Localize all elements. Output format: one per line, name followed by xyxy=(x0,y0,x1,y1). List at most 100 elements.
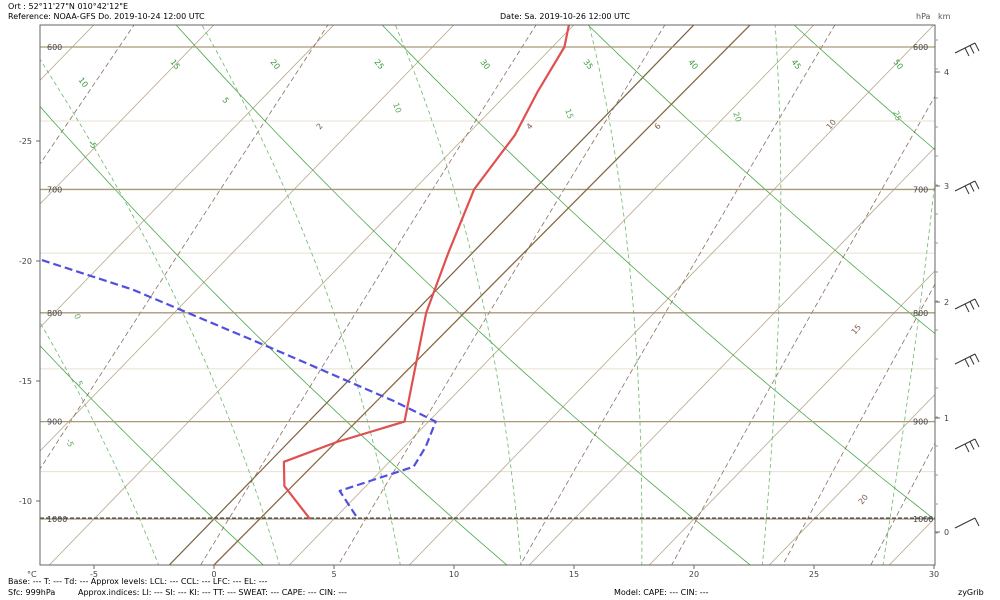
saturated-adiabat-label: 15 xyxy=(563,108,575,121)
x-tick-label: 0 xyxy=(211,570,216,579)
isotherm-line xyxy=(168,25,695,565)
isotherm-line xyxy=(40,25,215,205)
pressure-label-left: 600 xyxy=(47,43,62,52)
mixing-ratio-line xyxy=(200,25,537,565)
wind-barb-feather xyxy=(974,438,980,448)
location-label: Ort : 52°11'27"N 010°42'12"E xyxy=(8,2,129,11)
saturated-adiabat xyxy=(762,25,782,565)
wind-barb-icon xyxy=(954,353,980,368)
dry-adiabat xyxy=(793,25,935,151)
dry-adiabat xyxy=(587,25,935,335)
mixing-ratio-label: 2 xyxy=(315,122,325,132)
isotherm-label: 5 xyxy=(220,96,230,106)
isotherm-line xyxy=(408,25,935,565)
dry-adiabat xyxy=(175,25,751,565)
pressure-label-right: 600 xyxy=(913,43,928,52)
saturated-adiabat xyxy=(0,0,42,573)
brand-label: zyGrib xyxy=(958,588,984,597)
mixing-ratio-label: 15 xyxy=(850,323,863,337)
saturated-adiabat xyxy=(394,25,522,565)
dry-adiabat-label: 25 xyxy=(372,58,385,72)
dry-adiabat-label: 10 xyxy=(76,76,89,90)
wind-barb-feather xyxy=(964,303,970,313)
mixing-ratio-line xyxy=(40,25,135,165)
isotherm-line xyxy=(648,270,935,565)
saturated-adiabat xyxy=(40,58,280,565)
isotherm-line xyxy=(528,146,935,565)
isotherm-line xyxy=(48,25,575,565)
km-tick-label: 0 xyxy=(944,528,949,537)
isotherm-label: -5 xyxy=(86,139,98,151)
wind-barb-staff xyxy=(954,517,976,529)
mixing-ratio-label: 6 xyxy=(653,122,663,132)
saturated-adiabat-label: 0 xyxy=(72,313,82,321)
left-temp-label: -20 xyxy=(19,257,32,266)
saturated-adiabat-label: 25 xyxy=(891,110,903,123)
left-temp-label: -15 xyxy=(19,377,32,386)
wind-barb-feather xyxy=(974,180,980,190)
reference-label: Reference: NOAA-GFS Do. 2019-10-24 12:00… xyxy=(8,12,205,21)
mixing-ratio-label: 10 xyxy=(825,118,838,132)
left-temp-label: -25 xyxy=(19,137,32,146)
km-tick-label: 3 xyxy=(944,182,949,191)
saturated-adiabat-label: 10 xyxy=(391,102,403,115)
footer-sfc: Sfc: 999hPa xyxy=(8,588,56,597)
dry-adiabat xyxy=(381,25,935,521)
wind-barb-feather xyxy=(969,301,975,310)
saturated-adiabat-label: 5 xyxy=(74,380,84,388)
pressure-label-left: 800 xyxy=(47,309,62,318)
dry-adiabat xyxy=(40,105,508,565)
x-tick-label: 30 xyxy=(929,570,939,579)
isotherm-line xyxy=(288,25,815,565)
saturated-adiabat xyxy=(882,176,935,565)
pressure-label-right: 800 xyxy=(913,309,928,318)
isotherm-line xyxy=(768,393,935,565)
mixing-ratio-label: 4 xyxy=(525,122,535,132)
saturated-adiabat-label: 20 xyxy=(731,111,743,124)
wind-barb-feather xyxy=(969,441,975,450)
x-tick-label: 20 xyxy=(689,570,699,579)
mixing-ratio-line xyxy=(519,25,836,565)
isotherm-line xyxy=(888,517,935,565)
mixing-ratio-line xyxy=(40,25,329,470)
km-tick-label: 1 xyxy=(944,414,949,423)
reference-diagonal xyxy=(213,25,751,565)
x-tick-label: 5 xyxy=(331,570,336,579)
unit-km-label: km xyxy=(938,12,951,21)
wind-barb-feather xyxy=(969,183,975,192)
pressure-label-right: 1000 xyxy=(913,515,933,524)
wind-barb-feather xyxy=(974,298,980,308)
saturated-adiabat xyxy=(201,25,401,565)
footer-model: Model: CAPE: --- CIN: --- xyxy=(614,588,709,597)
wind-barb-feather xyxy=(964,358,970,368)
wind-barb-icon xyxy=(954,438,980,453)
saturated-adiabat xyxy=(588,25,643,565)
wind-barb-icon xyxy=(954,42,980,57)
dry-adiabat-label: 35 xyxy=(581,58,594,72)
wind-barb-feather xyxy=(964,443,970,453)
wind-barb-feather xyxy=(974,353,980,363)
km-tick-label: 2 xyxy=(944,298,949,307)
x-unit-label: °C xyxy=(27,570,37,579)
dry-adiabat-label: 50 xyxy=(891,58,904,72)
saturated-adiabat xyxy=(40,321,160,565)
pressure-label-right: 700 xyxy=(913,185,928,194)
pressure-label-left: 1000 xyxy=(47,515,67,524)
pressure-label-left: 900 xyxy=(47,418,62,427)
isotherm-line xyxy=(40,25,455,452)
footer-line-1: Base: --- T: --- Td: --- Approx levels: … xyxy=(8,577,268,586)
wind-barb-feather xyxy=(964,47,970,57)
pressure-label-right: 900 xyxy=(913,418,928,427)
wind-barb-feather xyxy=(964,185,970,195)
dry-adiabat-label: 20 xyxy=(268,58,281,72)
x-tick-label: 10 xyxy=(449,570,459,579)
dry-adiabat xyxy=(0,0,28,573)
footer-line-2: Approx.indices: LI: --- SI: --- KI: --- … xyxy=(78,588,347,597)
wind-barb-feather xyxy=(969,45,975,54)
x-tick-label: -5 xyxy=(90,570,98,579)
km-tick-label: 4 xyxy=(944,68,949,77)
temperature-line xyxy=(282,25,571,520)
isotherm-line xyxy=(0,0,14,573)
dry-adiabat-label: 45 xyxy=(789,58,802,72)
dry-adiabat xyxy=(40,345,264,565)
